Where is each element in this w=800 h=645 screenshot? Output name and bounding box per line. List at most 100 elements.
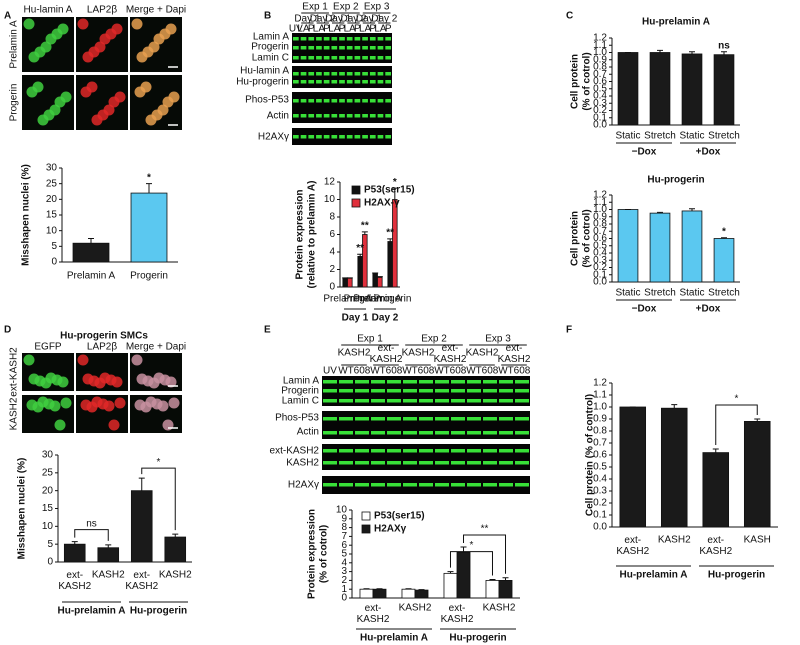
bar (377, 276, 383, 288)
band (293, 114, 299, 118)
nucleus (136, 373, 148, 385)
blot-strip (292, 66, 392, 88)
y-tick-label: 0.9 (593, 414, 607, 425)
band (316, 46, 322, 50)
nucleus (91, 114, 103, 126)
y-tick-label: 20 (46, 194, 58, 205)
band (385, 99, 391, 103)
band (483, 461, 497, 465)
band (515, 431, 529, 435)
band (339, 72, 345, 76)
band (483, 417, 497, 421)
y-tick-label: 6 (341, 540, 347, 551)
bar (357, 255, 363, 288)
error-bar (721, 51, 727, 55)
lane-label: UV (323, 366, 337, 377)
x-tick-label: ext-KASH2 (699, 535, 732, 557)
nucleus (134, 399, 146, 411)
band (346, 99, 353, 103)
band (323, 431, 337, 435)
y-tick-label: 8 (341, 522, 347, 533)
band (316, 56, 322, 60)
band (369, 37, 376, 41)
bar (617, 52, 639, 126)
bar (359, 588, 374, 599)
lane-label: LA (328, 24, 341, 35)
band (467, 483, 481, 487)
bar (660, 407, 688, 528)
band (369, 80, 376, 84)
error-bar (138, 477, 145, 491)
y-tick-label: 4 (341, 557, 347, 568)
band (467, 399, 481, 403)
y-tick-label: 0.1 (593, 510, 607, 521)
condition-label: ext-KASH2 (370, 343, 403, 365)
band (515, 389, 529, 393)
y-tick-label: 30 (42, 450, 54, 461)
band (354, 114, 361, 118)
band (385, 46, 391, 50)
nucleus (145, 396, 157, 408)
y-tick-label: 0.0 (593, 522, 607, 533)
lane-label: P (339, 24, 346, 35)
band (316, 135, 322, 139)
nucleus (28, 373, 40, 385)
lane-label: UV (289, 24, 303, 35)
band (293, 80, 299, 84)
band (435, 399, 449, 403)
bar (456, 551, 471, 599)
annotation: ** (481, 524, 489, 535)
y-tick-label: 0.8 (593, 62, 607, 73)
bar (743, 420, 771, 528)
legend-swatch (351, 198, 361, 208)
nucleus (108, 419, 120, 431)
band (369, 99, 376, 103)
y-tick-label: 0.4 (593, 91, 607, 102)
y-tick-label: 0.2 (593, 105, 607, 116)
y-tick-label: 0 (329, 282, 335, 293)
band (435, 449, 449, 453)
band (419, 483, 433, 487)
annotation: ** (386, 228, 394, 239)
group-label: −Dox (632, 147, 657, 158)
y-axis-label: (% of cotrol) (319, 525, 330, 583)
blot-row-label: Actin (267, 111, 289, 122)
lane-label: P (385, 24, 392, 35)
experiment-label: Exp 2 (421, 334, 447, 345)
band (323, 56, 330, 60)
y-axis-label: (% of cotrol) (582, 52, 593, 110)
band (323, 399, 337, 403)
error-bar (88, 238, 94, 244)
blot-row-label: Lamin A (283, 376, 319, 387)
error-bar (754, 418, 761, 422)
y-tick-label: 0.8 (593, 426, 607, 437)
y-tick-label: 0.7 (593, 438, 607, 449)
y-tick-label: 15 (42, 503, 54, 514)
bar (387, 241, 393, 288)
band (362, 46, 368, 50)
band (323, 46, 330, 50)
nucleus (82, 373, 94, 385)
band (331, 80, 338, 84)
legend-label: P53(ser15) (374, 511, 425, 522)
x-tick-label: Static (679, 288, 704, 299)
nucleus (45, 33, 57, 45)
nucleus (153, 372, 165, 384)
band (316, 99, 322, 103)
band (385, 72, 391, 76)
band (354, 99, 361, 103)
bar (681, 53, 703, 126)
panel-label: A (4, 11, 11, 22)
nucleus (26, 399, 38, 411)
y-tick-label: 0.2 (593, 262, 607, 273)
y-axis-label: Cell protein (570, 211, 581, 266)
nucleus (108, 96, 120, 108)
y-tick-label: 5 (51, 241, 57, 252)
significance-bracket (74, 529, 109, 541)
band (435, 380, 449, 384)
band (419, 399, 433, 403)
band (435, 431, 449, 435)
band (403, 399, 417, 403)
band (403, 461, 417, 465)
x-tick-label: Prelamin A (67, 271, 116, 282)
